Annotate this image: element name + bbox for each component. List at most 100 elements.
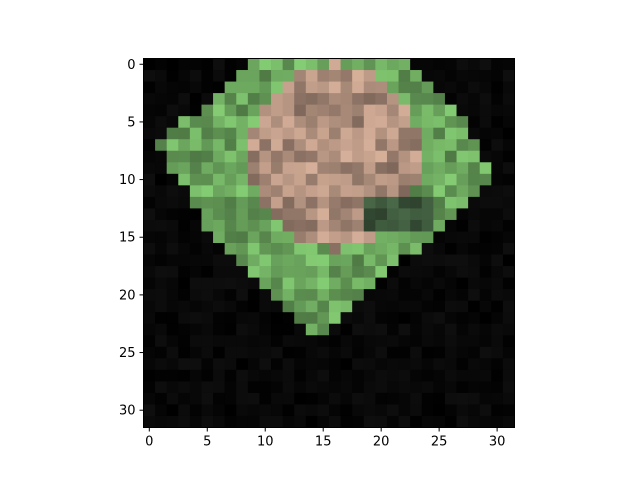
heatmap-pixel xyxy=(213,104,226,117)
heatmap-pixel xyxy=(363,139,376,152)
heatmap-pixel xyxy=(340,139,353,152)
heatmap-pixel xyxy=(363,323,376,336)
heatmap-pixel xyxy=(259,289,272,302)
heatmap-pixel xyxy=(363,70,376,82)
heatmap-pixel xyxy=(189,104,202,117)
heatmap-pixel xyxy=(375,415,388,428)
heatmap-pixel xyxy=(491,358,504,371)
heatmap-pixel xyxy=(201,346,214,359)
heatmap-pixel xyxy=(271,185,284,198)
heatmap-pixel xyxy=(224,381,237,394)
heatmap-pixel xyxy=(340,231,353,244)
heatmap-pixel xyxy=(444,289,457,302)
heatmap-pixel xyxy=(236,404,249,417)
heatmap-pixel xyxy=(444,254,457,267)
heatmap-pixel xyxy=(491,196,504,209)
heatmap-pixel xyxy=(271,70,284,82)
heatmap-pixel xyxy=(375,231,388,244)
heatmap-pixel xyxy=(317,381,330,394)
heatmap-pixel xyxy=(468,415,481,428)
heatmap-pixel xyxy=(224,208,237,221)
heatmap-pixel xyxy=(294,277,307,290)
heatmap-pixel xyxy=(352,93,365,106)
heatmap-pixel xyxy=(294,127,307,140)
heatmap-pixel xyxy=(236,415,249,428)
heatmap-pixel xyxy=(201,312,214,325)
heatmap-pixel xyxy=(340,369,353,382)
heatmap-pixel xyxy=(143,208,156,221)
heatmap-pixel xyxy=(201,415,214,428)
y-tick-label: 0 xyxy=(127,58,135,73)
heatmap-pixel xyxy=(386,415,399,428)
heatmap-pixel xyxy=(282,254,295,267)
heatmap-pixel xyxy=(468,392,481,405)
heatmap-pixel xyxy=(421,312,434,325)
heatmap-pixel xyxy=(410,358,423,371)
heatmap-pixel xyxy=(247,346,260,359)
heatmap-pixel xyxy=(398,231,411,244)
heatmap-pixel xyxy=(398,173,411,186)
heatmap-pixel xyxy=(317,185,330,198)
heatmap-pixel xyxy=(340,254,353,267)
heatmap-pixel xyxy=(410,196,423,209)
heatmap-pixel xyxy=(444,162,457,175)
heatmap-pixel xyxy=(421,404,434,417)
heatmap-pixel xyxy=(271,289,284,302)
heatmap-pixel xyxy=(433,70,446,82)
heatmap-pixel xyxy=(375,404,388,417)
heatmap-pixel xyxy=(294,312,307,325)
heatmap-pixel xyxy=(259,104,272,117)
heatmap-pixel xyxy=(155,346,168,359)
heatmap-pixel xyxy=(271,415,284,428)
heatmap-pixel xyxy=(352,58,365,71)
heatmap-pixel xyxy=(236,70,249,82)
heatmap-pixel xyxy=(155,231,168,244)
heatmap-pixel xyxy=(491,335,504,348)
heatmap-pixel xyxy=(247,277,260,290)
heatmap-pixel xyxy=(143,335,156,348)
heatmap-pixel xyxy=(398,277,411,290)
heatmap-pixel xyxy=(491,289,504,302)
heatmap-pixel xyxy=(340,335,353,348)
heatmap-pixel xyxy=(468,104,481,117)
heatmap-pixel xyxy=(166,404,179,417)
heatmap-pixel xyxy=(305,231,318,244)
heatmap-pixel xyxy=(491,266,504,278)
heatmap-pixel xyxy=(213,415,226,428)
heatmap-pixel xyxy=(224,369,237,382)
heatmap-pixel xyxy=(491,346,504,359)
heatmap-pixel xyxy=(213,162,226,175)
heatmap-pixel xyxy=(201,358,214,371)
heatmap-pixel xyxy=(421,162,434,175)
heatmap-pixel xyxy=(375,277,388,290)
heatmap-pixel xyxy=(213,312,226,325)
x-tick-label: 5 xyxy=(203,435,211,450)
heatmap-pixel xyxy=(294,162,307,175)
heatmap-pixel xyxy=(294,300,307,313)
heatmap-pixel xyxy=(398,369,411,382)
heatmap-pixel xyxy=(294,392,307,405)
heatmap-pixel xyxy=(282,289,295,302)
heatmap-pixel xyxy=(143,243,156,255)
heatmap-pixel xyxy=(201,323,214,336)
heatmap-pixel xyxy=(433,300,446,313)
heatmap-pixel xyxy=(386,335,399,348)
heatmap-pixel xyxy=(444,93,457,106)
heatmap-pixel xyxy=(259,208,272,221)
heatmap-pixel xyxy=(363,404,376,417)
heatmap-pixel xyxy=(363,219,376,232)
heatmap-pixel xyxy=(282,231,295,244)
x-tick-label: 25 xyxy=(431,435,448,450)
heatmap-pixel xyxy=(421,323,434,336)
heatmap-pixel xyxy=(201,81,214,94)
heatmap-pixel xyxy=(143,173,156,186)
heatmap-pixel xyxy=(282,243,295,255)
heatmap-pixel xyxy=(247,254,260,267)
heatmap-pixel xyxy=(166,58,179,71)
heatmap-pixel xyxy=(247,358,260,371)
heatmap-pixel xyxy=(201,369,214,382)
heatmap-pixel xyxy=(375,254,388,267)
heatmap-pixel xyxy=(155,335,168,348)
heatmap-pixel xyxy=(166,392,179,405)
heatmap-pixel xyxy=(143,392,156,405)
